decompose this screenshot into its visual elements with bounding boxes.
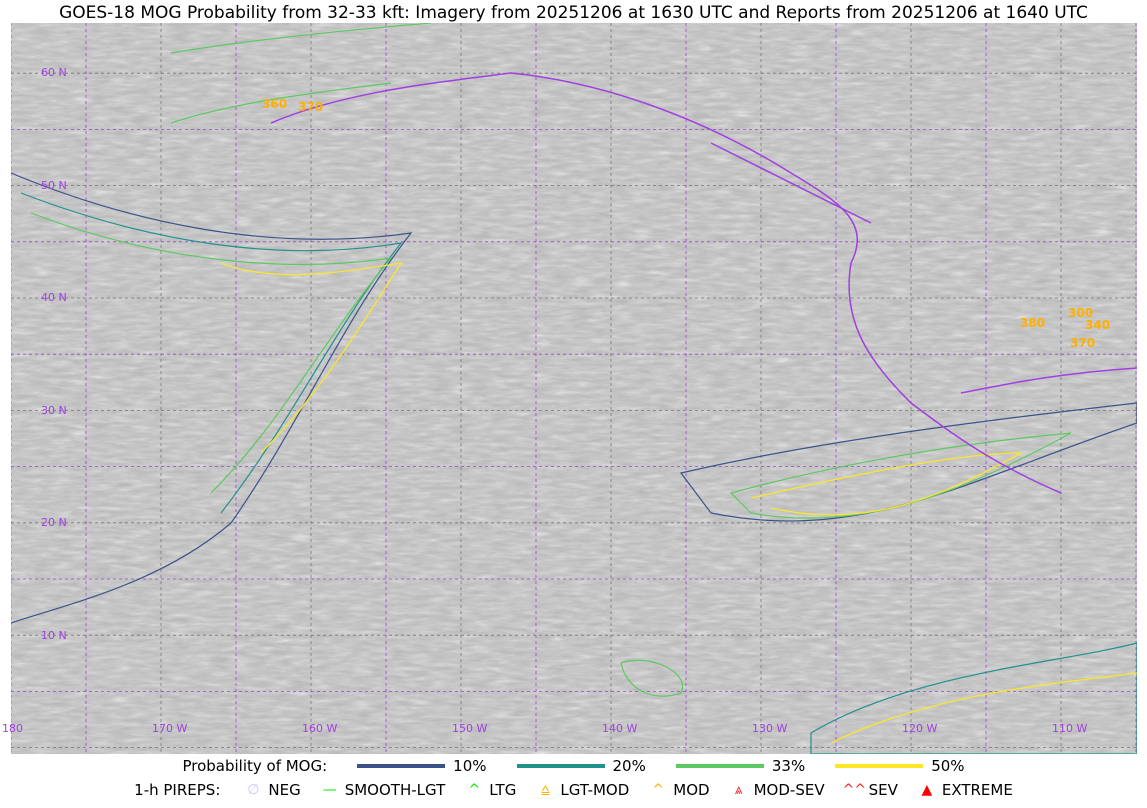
pirep-legend: 1-h PIREPS: ∅ NEG — SMOOTH-LGT ^ LTG ⩠ LGT-MOD ^… (0, 781, 1147, 799)
neg-icon: ∅ (247, 782, 260, 798)
satellite-map (11, 23, 1137, 754)
pirep-label: SMOOTH-LGT (344, 781, 446, 799)
level-label: 10% (453, 757, 487, 775)
coastlines (270, 72, 1137, 494)
caret-icon: ^ (468, 782, 481, 798)
mog-legend: Probability of MOG: 10% 20% 33% 50% (0, 757, 1147, 775)
lon-label: 140 W (602, 722, 638, 735)
lat-label: 30 N (41, 404, 67, 417)
caret-icon: ^ (652, 782, 665, 798)
lon-label: 120 W (902, 722, 938, 735)
pirep-label: SEV (868, 781, 898, 799)
lon-label: 130 W (752, 722, 788, 735)
prob-legend-label: Probability of MOG: (182, 757, 328, 775)
level-label: 50% (931, 757, 965, 775)
pirep-legend-label: 1-h PIREPS: (134, 781, 221, 799)
pirep-label: NEG (268, 781, 301, 799)
lat-label: 50 N (41, 179, 67, 192)
level-label: 33% (771, 757, 806, 775)
level-swatch (835, 764, 924, 768)
lon-label: 150 W (452, 722, 488, 735)
pirep-label: MOD (673, 781, 710, 799)
lon-label: 170 W (152, 722, 188, 735)
lon-label: 110 W (1052, 722, 1088, 735)
level-swatch (675, 764, 764, 768)
line-icon: — (322, 782, 337, 798)
mog-contours (11, 23, 1137, 754)
pirep-report-altitude: 370 (1070, 336, 1096, 350)
lon-label: 180 (2, 722, 23, 735)
pirep-label: MOD-SEV (753, 781, 825, 799)
lat-label: 20 N (41, 516, 67, 529)
pirep-label: LTG (489, 781, 517, 799)
double-caret-icon: ^^ (842, 782, 867, 798)
pirep-report-altitude: 370 (298, 100, 324, 114)
lat-label: 40 N (41, 291, 67, 304)
level-swatch (357, 764, 446, 768)
level-label: 20% (612, 757, 646, 775)
lat-label: 10 N (41, 629, 67, 642)
double-caret-bar-icon: ⩓ (734, 782, 743, 798)
pirep-report-altitude: 300 (1068, 306, 1094, 320)
level-swatch (516, 764, 605, 768)
pirep-label: EXTREME (941, 781, 1013, 799)
pirep-label: LGT-MOD (560, 781, 630, 799)
map-title: GOES-18 MOG Probability from 32-33 kft: … (59, 3, 1088, 23)
lon-label: 160 W (302, 722, 338, 735)
caret-bar-icon: ⩠ (541, 782, 550, 798)
pirep-report-altitude: 380 (1020, 316, 1046, 330)
lat-label: 60 N (41, 66, 67, 79)
pirep-report-altitude: 360 (262, 97, 288, 111)
triangle-icon: ▲ (921, 782, 933, 798)
pirep-report-altitude: 340 (1085, 318, 1111, 332)
